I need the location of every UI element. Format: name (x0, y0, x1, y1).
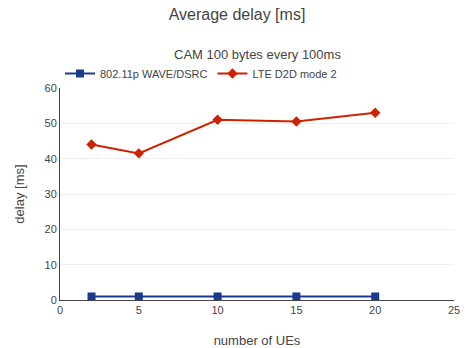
svg-text:60: 60 (45, 82, 57, 94)
svg-text:10: 10 (211, 304, 223, 316)
svg-text:15: 15 (290, 304, 302, 316)
svg-text:0: 0 (51, 294, 57, 306)
svg-text:5: 5 (136, 304, 142, 316)
svg-text:50: 50 (45, 117, 57, 129)
svg-text:20: 20 (45, 223, 57, 235)
svg-text:40: 40 (45, 153, 57, 165)
svg-text:delay [ms]: delay [ms] (12, 164, 27, 223)
svg-text:10: 10 (45, 259, 57, 271)
svg-text:LTE D2D mode 2: LTE D2D mode 2 (252, 68, 336, 80)
svg-text:802.11p WAVE/DSRC: 802.11p WAVE/DSRC (100, 68, 207, 80)
svg-text:number of UEs: number of UEs (214, 333, 301, 348)
svg-text:CAM 100 bytes every 100ms: CAM 100 bytes every 100ms (174, 47, 341, 62)
svg-text:20: 20 (369, 304, 381, 316)
svg-text:25: 25 (448, 304, 460, 316)
svg-text:30: 30 (45, 188, 57, 200)
svg-text:Average delay [ms]: Average delay [ms] (169, 6, 306, 23)
svg-text:0: 0 (57, 304, 63, 316)
